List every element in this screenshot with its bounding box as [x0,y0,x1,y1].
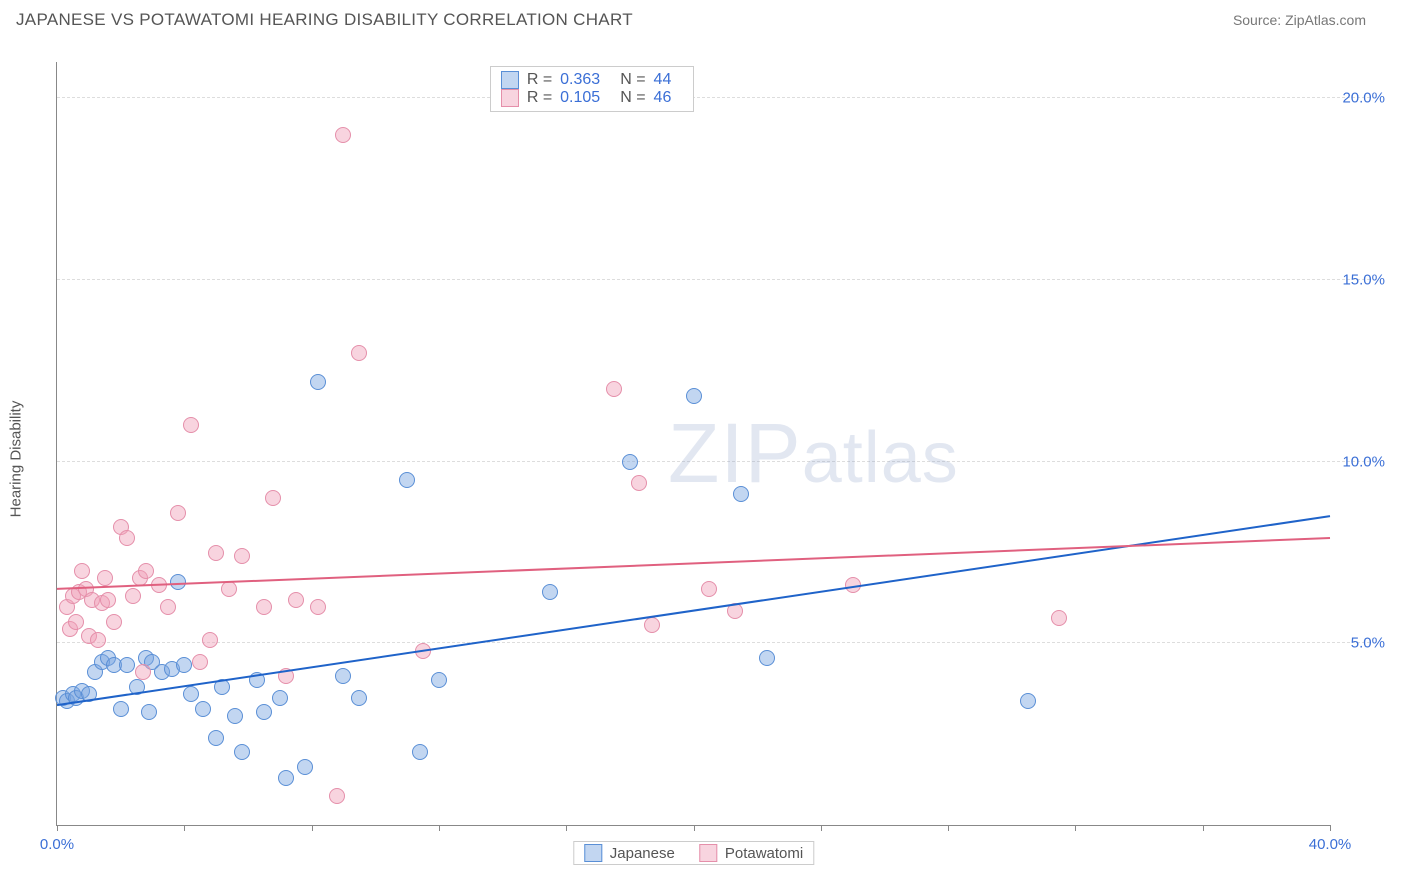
legend-swatch-icon [584,844,602,862]
legend-item: Japanese [584,844,675,862]
chart-title: JAPANESE VS POTAWATOMI HEARING DISABILIT… [16,10,633,30]
legend-series-name: Potawatomi [725,845,803,862]
legend-r-label: R = [527,71,552,89]
x-tick [821,825,822,831]
x-tick [1203,825,1204,831]
legend-row: R = 0.363 N = 44 [501,71,684,89]
legend-n-value: 44 [654,71,672,89]
correlation-legend: R = 0.363 N = 44 R = 0.105 N = 46 [490,66,695,112]
trend-line [57,538,1330,589]
x-tick [1330,825,1331,831]
legend-swatch-icon [699,844,717,862]
x-tick [566,825,567,831]
x-tick [57,825,58,831]
plot-region: ZIPatlas R = 0.363 N = 44 R = 0.105 N = … [56,62,1330,826]
series-legend: Japanese Potawatomi [573,841,814,865]
x-tick [694,825,695,831]
legend-swatch-icon [501,71,519,89]
y-tick-label: 10.0% [1342,453,1385,470]
legend-n-label: N = [620,71,645,89]
chart-area: Hearing Disability ZIPatlas R = 0.363 N … [16,42,1390,876]
x-tick-label: 0.0% [40,836,74,853]
x-tick [312,825,313,831]
legend-r-label: R = [527,89,552,107]
legend-n-label: N = [620,89,645,107]
legend-row: R = 0.105 N = 46 [501,89,684,107]
legend-series-name: Japanese [610,845,675,862]
source-label: Source: ZipAtlas.com [1233,12,1366,28]
legend-item: Potawatomi [699,844,803,862]
legend-n-value: 46 [654,89,672,107]
y-axis-label: Hearing Disability [8,401,25,518]
y-tick-label: 20.0% [1342,90,1385,107]
trend-lines [57,62,1330,825]
legend-r-value: 0.105 [560,89,600,107]
chart-header: JAPANESE VS POTAWATOMI HEARING DISABILIT… [0,0,1406,36]
x-tick [1075,825,1076,831]
y-tick-label: 5.0% [1351,635,1385,652]
trend-line [57,516,1330,705]
x-tick-label: 40.0% [1309,836,1352,853]
x-tick [948,825,949,831]
x-tick [184,825,185,831]
x-tick [439,825,440,831]
legend-r-value: 0.363 [560,71,600,89]
legend-swatch-icon [501,89,519,107]
y-tick-label: 15.0% [1342,272,1385,289]
